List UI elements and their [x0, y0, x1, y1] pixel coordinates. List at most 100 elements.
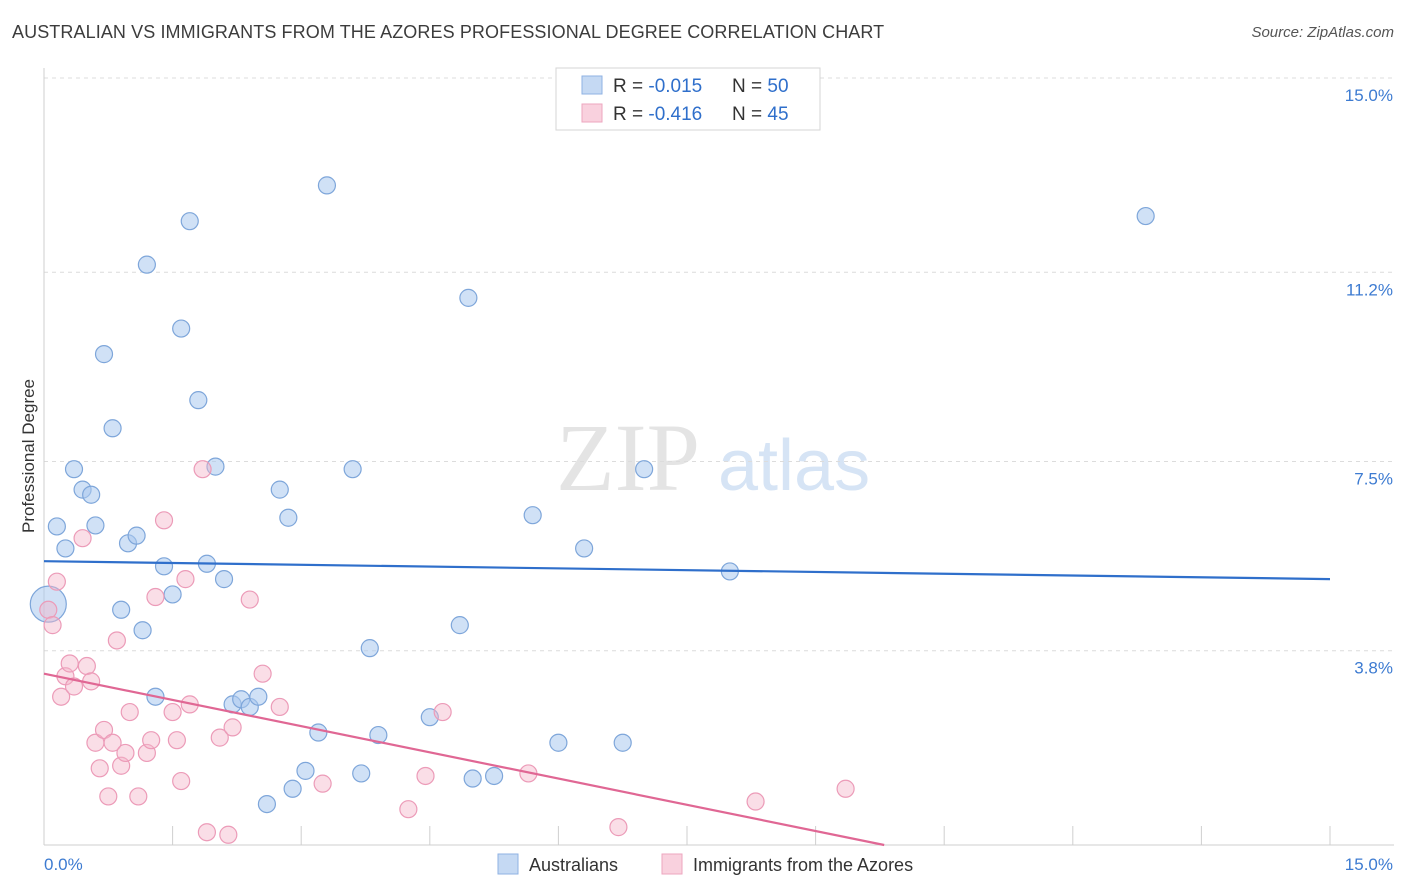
y-axis-label: Professional Degree	[19, 379, 38, 533]
point-azores	[240, 590, 259, 609]
legend: Australians Immigrants from the Azores	[497, 853, 913, 875]
stats-r-value-2: -0.416	[648, 104, 702, 125]
point-azores	[154, 511, 174, 530]
point-australians	[154, 557, 174, 576]
point-azores	[399, 800, 418, 819]
point-australians	[103, 419, 122, 438]
point-australians	[112, 600, 131, 619]
stats-n-value-1: 50	[767, 76, 788, 97]
point-australians	[549, 733, 568, 752]
x-tick-label-max: 15.0%	[1345, 855, 1393, 874]
point-australians	[635, 460, 654, 479]
point-azores	[43, 616, 62, 635]
point-australians	[459, 288, 478, 307]
series-australians	[29, 176, 1155, 814]
point-azores	[197, 823, 216, 842]
point-azores	[129, 787, 148, 806]
svg-text:N = 45: N = 45	[732, 104, 789, 125]
point-azores	[47, 572, 66, 591]
point-australians	[352, 764, 371, 783]
y-tick-label: 11.2%	[1346, 280, 1393, 299]
point-azores	[609, 818, 628, 837]
point-australians	[82, 485, 101, 504]
point-azores	[167, 731, 186, 750]
point-azores	[746, 792, 765, 811]
legend-swatch-australians	[497, 853, 519, 875]
point-azores	[107, 631, 126, 650]
svg-text:R = -0.416: R = -0.416	[613, 104, 702, 125]
chart-title: AUSTRALIAN VS IMMIGRANTS FROM THE AZORES…	[12, 22, 885, 42]
watermark-atlas: atlas	[718, 426, 870, 506]
point-azores	[52, 687, 71, 706]
point-azores	[219, 825, 238, 844]
point-australians	[86, 516, 105, 535]
point-australians	[309, 723, 328, 742]
point-australians	[575, 539, 594, 558]
point-australians	[180, 212, 199, 231]
legend-swatch-azores	[661, 853, 683, 875]
stats-r-label-2: R =	[613, 104, 648, 125]
legend-label-australians: Australians	[529, 855, 618, 875]
point-australians	[450, 616, 469, 635]
stats-r-value-1: -0.015	[648, 76, 702, 97]
point-australians	[94, 345, 114, 364]
point-azores	[77, 656, 96, 676]
trend-line-australians	[43, 560, 1331, 581]
y-tick-label: 3.8%	[1354, 659, 1393, 678]
point-australians	[317, 176, 337, 195]
point-australians	[485, 766, 504, 786]
point-australians	[127, 526, 146, 545]
x-tick-label-min: 0.0%	[44, 855, 83, 874]
y-tick-label: 15.0%	[1345, 86, 1393, 105]
point-australians	[360, 639, 379, 658]
y-tick-labels: 3.8% 7.5% 11.2% 15.0%	[1345, 86, 1393, 678]
point-azores	[176, 570, 195, 589]
point-azores	[90, 759, 109, 778]
point-azores	[253, 664, 272, 683]
stats-n-label-1: N =	[732, 76, 767, 97]
watermark-zip: ZIP	[556, 404, 700, 511]
point-azores	[120, 702, 139, 722]
svg-text:R = -0.015: R = -0.015	[613, 76, 702, 97]
point-azores	[416, 766, 435, 786]
point-australians	[257, 794, 277, 814]
stats-box: R = -0.015 N = 50 R = -0.416 N = 45	[555, 67, 821, 131]
point-azores	[270, 697, 289, 717]
point-australians	[214, 570, 234, 589]
point-azores	[64, 677, 84, 696]
point-azores	[103, 733, 122, 752]
point-azores	[313, 774, 332, 793]
point-australians	[1136, 206, 1155, 226]
point-azores	[146, 587, 165, 607]
point-azores	[116, 743, 135, 763]
y-tick-label: 7.5%	[1354, 470, 1393, 489]
point-australians	[64, 460, 84, 479]
point-australians	[613, 733, 632, 752]
point-australians	[29, 585, 67, 623]
point-australians	[523, 506, 542, 525]
point-australians	[47, 517, 66, 536]
point-australians	[172, 319, 191, 338]
point-australians	[296, 761, 315, 780]
stats-swatch-pink	[581, 103, 603, 123]
point-australians	[369, 725, 388, 745]
point-azores	[172, 771, 191, 791]
point-australians	[56, 539, 75, 558]
point-australians	[270, 480, 289, 499]
point-azores	[223, 718, 242, 737]
point-australians	[137, 255, 156, 274]
point-azores	[433, 702, 452, 722]
point-azores	[163, 702, 182, 722]
stats-n-value-2: 45	[767, 104, 788, 125]
point-azores	[142, 731, 161, 750]
trend-line-azores	[43, 672, 885, 847]
point-azores	[73, 529, 92, 548]
x-ticks	[43, 826, 1331, 845]
svg-text:N = 50: N = 50	[732, 76, 789, 97]
point-australians	[189, 391, 208, 410]
point-azores	[39, 600, 58, 619]
point-australians	[283, 779, 302, 798]
point-azores	[836, 779, 855, 798]
point-azores	[210, 728, 229, 747]
